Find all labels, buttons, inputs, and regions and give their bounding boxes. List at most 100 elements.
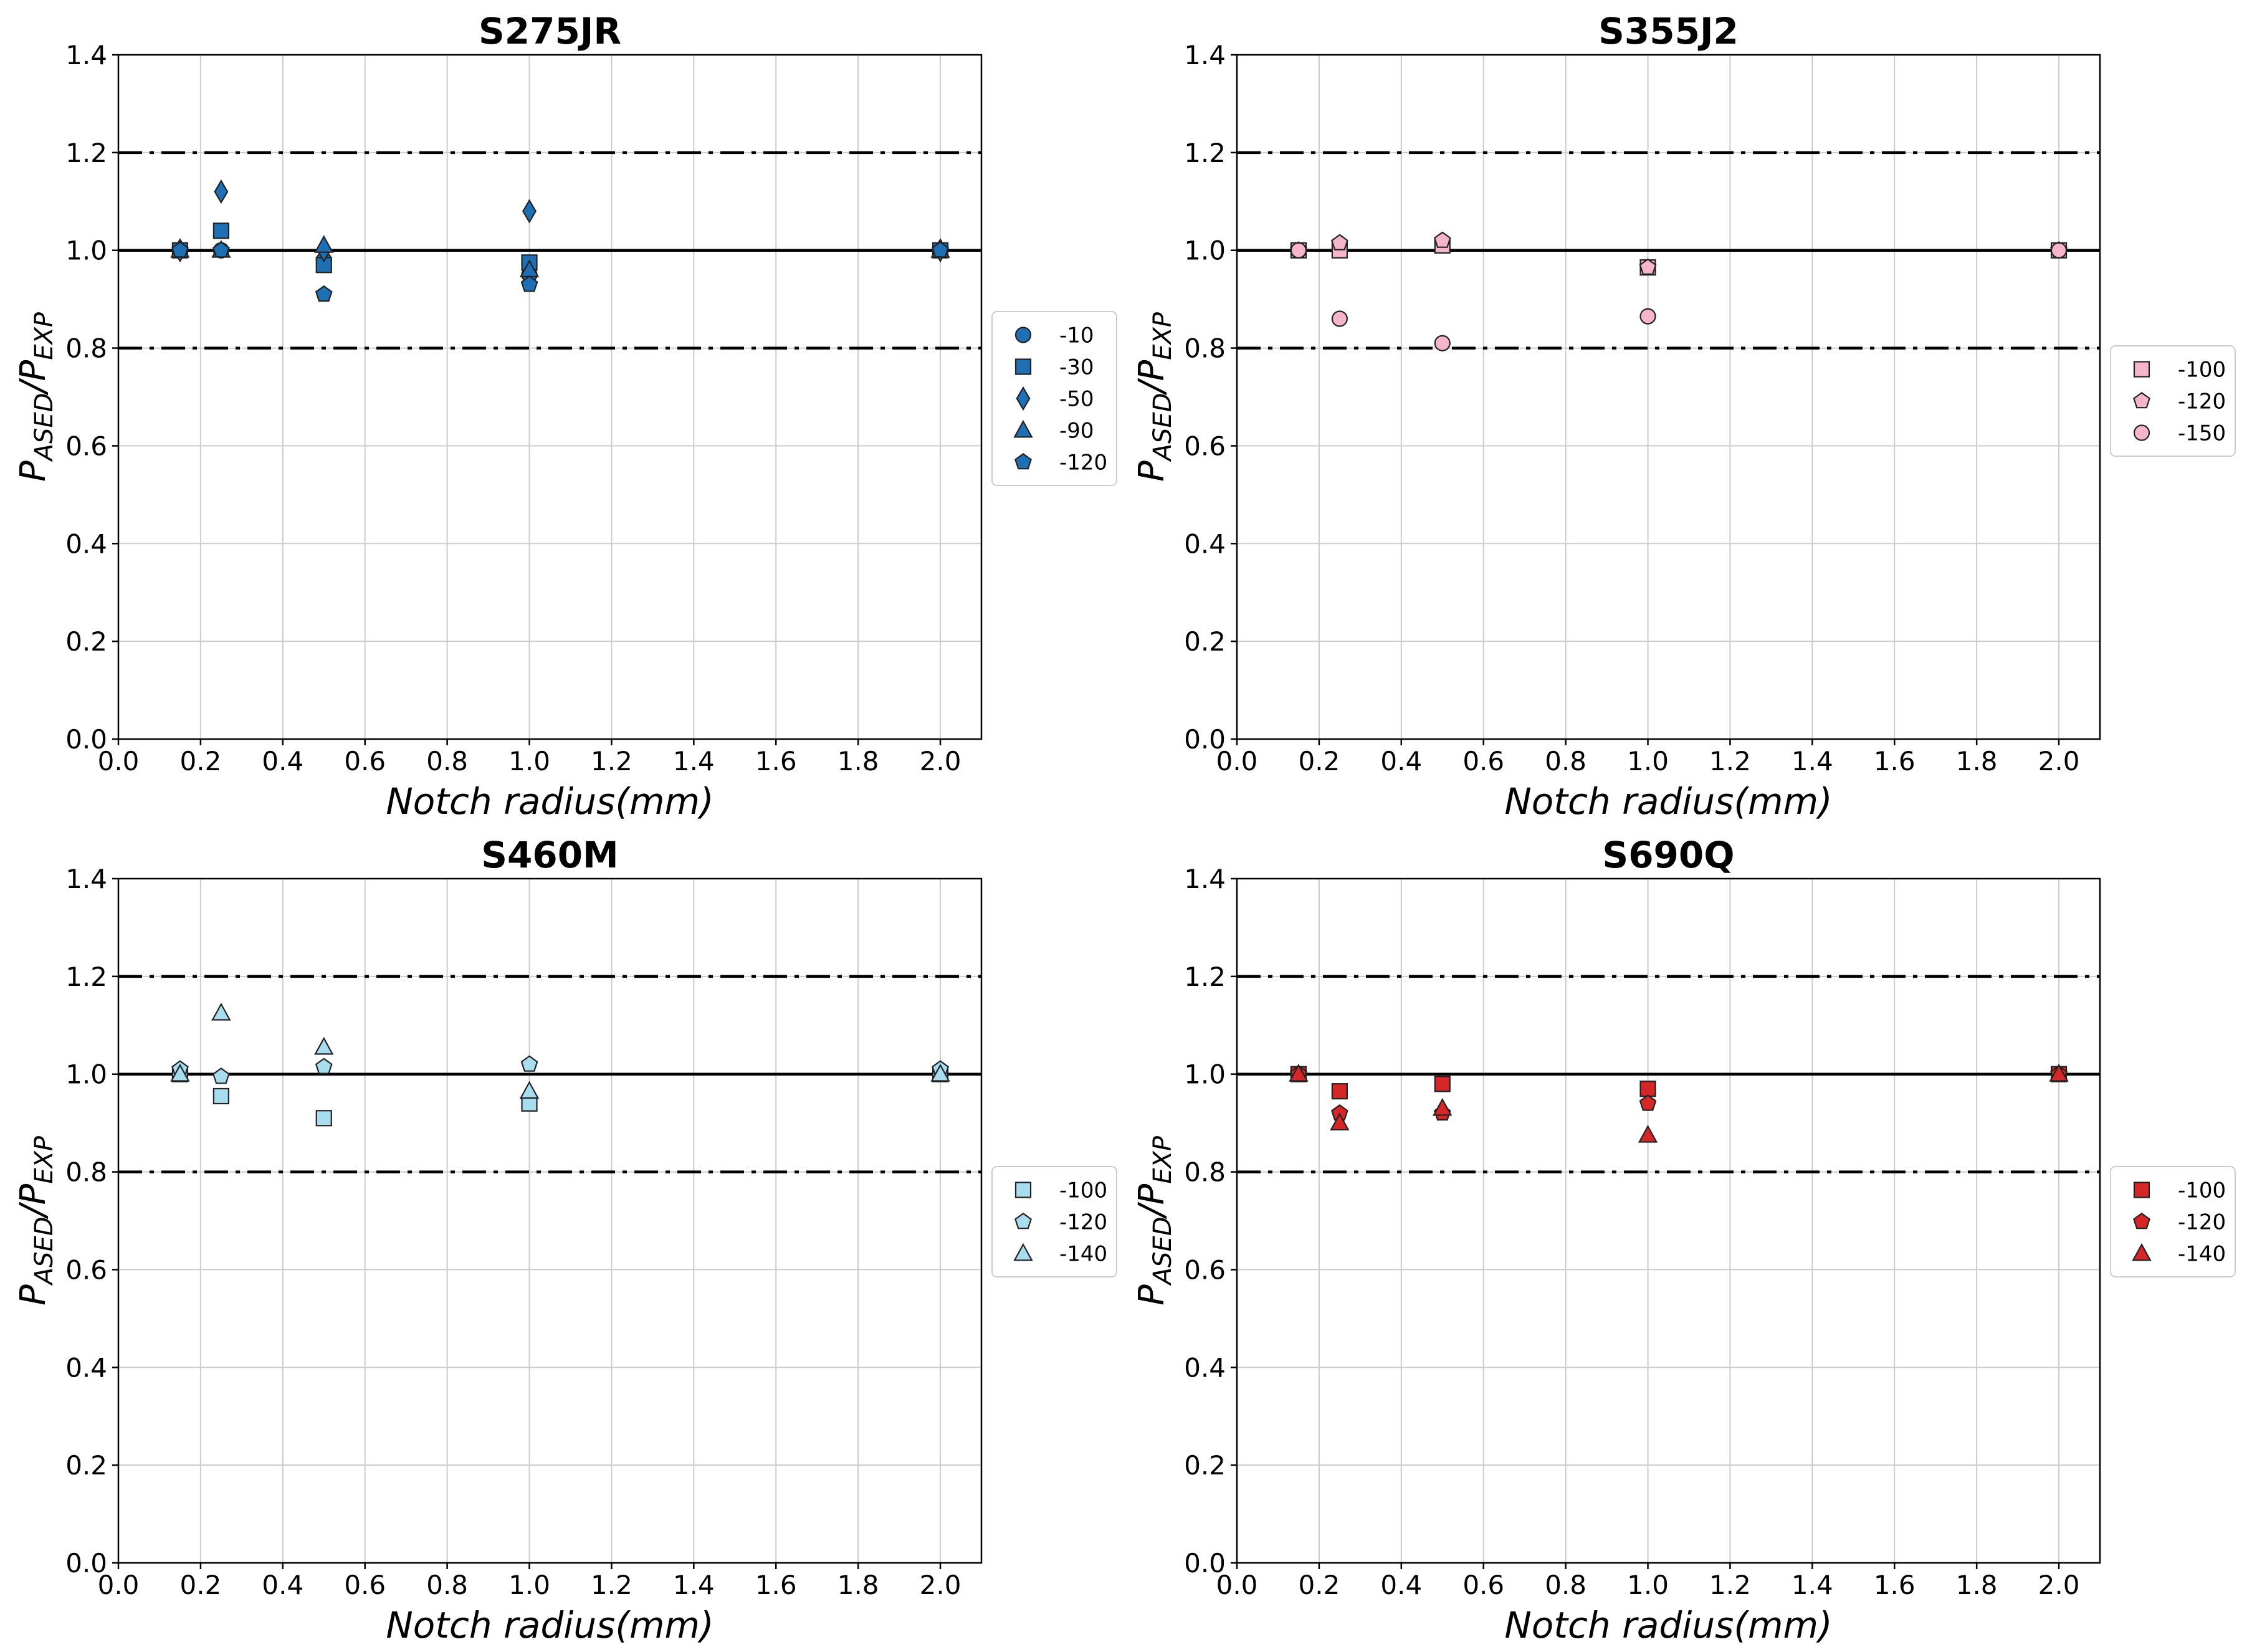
x-tick-label: 0.6: [344, 1570, 386, 1600]
axes-frame: [1236, 877, 2101, 1564]
y-tick-label: 1.2: [1184, 138, 1226, 168]
axes-frame: [117, 877, 983, 1564]
x-tick-label: 0.4: [262, 746, 303, 776]
point-circle: [1639, 308, 1656, 325]
point-pentagon: [520, 275, 538, 292]
x-tick-label: 1.6: [755, 746, 797, 776]
x-tick-label: 0.8: [1545, 746, 1586, 776]
x-tick-label: 0.2: [180, 746, 222, 776]
point-triangle: [1433, 1097, 1453, 1116]
x-axis-label: Notch radius(mm): [386, 1604, 713, 1646]
x-tick-label: 0.6: [1462, 746, 1504, 776]
y-tick-label: 1.4: [1184, 864, 1226, 894]
legend-label: -90: [1059, 419, 1094, 444]
y-tick-label: 1.0: [65, 236, 107, 266]
legend-label: -30: [1059, 355, 1094, 380]
point-pentagon: [1433, 231, 1451, 248]
legend-marker-pentagon: [1014, 452, 1032, 470]
x-tick-label: 2.0: [2038, 746, 2080, 776]
x-tick-label: 1.6: [1874, 1570, 1916, 1600]
legend-marker-square: [2133, 361, 2150, 378]
x-axis-label: Notch radius(mm): [1504, 780, 1832, 823]
point-square: [1434, 1076, 1451, 1092]
panel-s460m: 0.0 0.2 0.4 0.6 0.8 1.0 1.2 1.4 1.6 1.8 2.0 0.0 0.2 0…: [13, 834, 1117, 1646]
x-tick-label: 1.4: [673, 1570, 715, 1600]
legend-marker-pentagon: [2133, 1212, 2150, 1229]
y-tick-label: 1.2: [65, 138, 107, 168]
point-triangle: [1638, 1125, 1658, 1143]
y-tick-label: 0.8: [65, 1157, 107, 1188]
x-tick-label: 0.2: [1299, 1570, 1340, 1600]
legend-marker-square: [1014, 1182, 1032, 1198]
y-tick-label: 0.4: [1184, 528, 1226, 559]
point-triangle: [519, 1081, 540, 1099]
x-tick-label: 2.0: [920, 746, 961, 776]
y-tick-label: 0.0: [1184, 1548, 1226, 1578]
y-axis-label: PASED/PEXP: [1132, 312, 1177, 482]
chart-title: S460M: [481, 834, 619, 876]
y-tick-label: 0.4: [65, 1352, 107, 1383]
legend-label: -140: [1059, 1242, 1107, 1267]
plot-area: [118, 879, 981, 1563]
panel-s275jr: 0.0 0.2 0.4 0.6 0.8 1.0 1.2 1.4 1.6 1.8 2.0 0.0 0.2 0…: [13, 10, 1117, 823]
point-pentagon: [171, 241, 189, 258]
point-diamond: [214, 179, 229, 204]
point-pentagon: [315, 285, 333, 302]
y-tick-label: 1.0: [65, 1059, 107, 1090]
legend-label: -120: [2178, 389, 2226, 414]
y-tick-label: 1.2: [65, 962, 107, 992]
x-axis-label: Notch radius(mm): [386, 780, 713, 823]
x-tick-label: 1.2: [1709, 746, 1751, 776]
legend-marker-circle: [2133, 424, 2150, 441]
y-tick-label: 0.6: [1184, 431, 1226, 461]
y-tick-label: 0.8: [65, 333, 107, 364]
y-tick-label: 0.2: [1184, 1450, 1226, 1481]
legend-label: -120: [1059, 451, 1107, 475]
y-axis-label: PASED/PEXP: [13, 1135, 59, 1306]
legend-marker-square: [1014, 358, 1032, 375]
y-tick-label: 0.2: [1184, 626, 1226, 657]
y-tick-label: 1.4: [65, 864, 107, 894]
point-triangle: [930, 1064, 950, 1082]
y-tick-label: 1.4: [65, 40, 107, 70]
legend: -100 -120 -140: [2110, 1166, 2236, 1277]
y-tick-label: 1.4: [1184, 40, 1226, 70]
point-triangle: [1289, 1064, 1309, 1082]
y-tick-label: 1.2: [1184, 962, 1226, 992]
chart-title: S355J2: [1598, 10, 1739, 52]
legend-marker-triangle: [1013, 419, 1033, 438]
point-triangle: [314, 235, 334, 253]
point-pentagon: [1639, 1094, 1657, 1111]
point-triangle: [2049, 1064, 2069, 1082]
x-tick-label: 0.8: [426, 746, 468, 776]
legend-label: -150: [2178, 421, 2226, 446]
legend: -10 -30 -50 -90 -120: [991, 311, 1117, 486]
y-tick-label: 0.6: [65, 1254, 107, 1285]
y-axis-label: PASED/PEXP: [13, 312, 59, 482]
point-square: [212, 1087, 229, 1105]
legend-label: -100: [2178, 1178, 2226, 1203]
x-tick-label: 1.2: [591, 1570, 632, 1600]
legend-label: -100: [2178, 358, 2226, 383]
point-pentagon: [212, 1067, 230, 1084]
point-pentagon: [932, 241, 949, 258]
y-tick-label: 0.2: [65, 1450, 107, 1481]
x-tick-label: 0.6: [344, 746, 386, 776]
legend-marker-diamond: [1016, 386, 1031, 411]
legend-marker-pentagon: [1014, 1212, 1032, 1229]
legend-label: -140: [2178, 1242, 2226, 1267]
y-tick-label: 0.0: [1184, 724, 1226, 755]
y-tick-label: 0.8: [1184, 333, 1226, 364]
point-square: [1331, 1083, 1348, 1100]
point-pentagon: [520, 1055, 538, 1072]
x-tick-label: 0.4: [1380, 746, 1422, 776]
legend-label: -120: [2178, 1210, 2226, 1235]
y-tick-label: 1.0: [1184, 236, 1226, 266]
point-square: [1639, 1081, 1656, 1097]
x-axis-label: Notch radius(mm): [1504, 1604, 1832, 1646]
legend-label: -10: [1059, 323, 1094, 348]
x-tick-label: 1.8: [837, 746, 879, 776]
legend: -100 -120 -150: [2110, 345, 2236, 457]
x-tick-label: 0.0: [1216, 746, 1258, 776]
